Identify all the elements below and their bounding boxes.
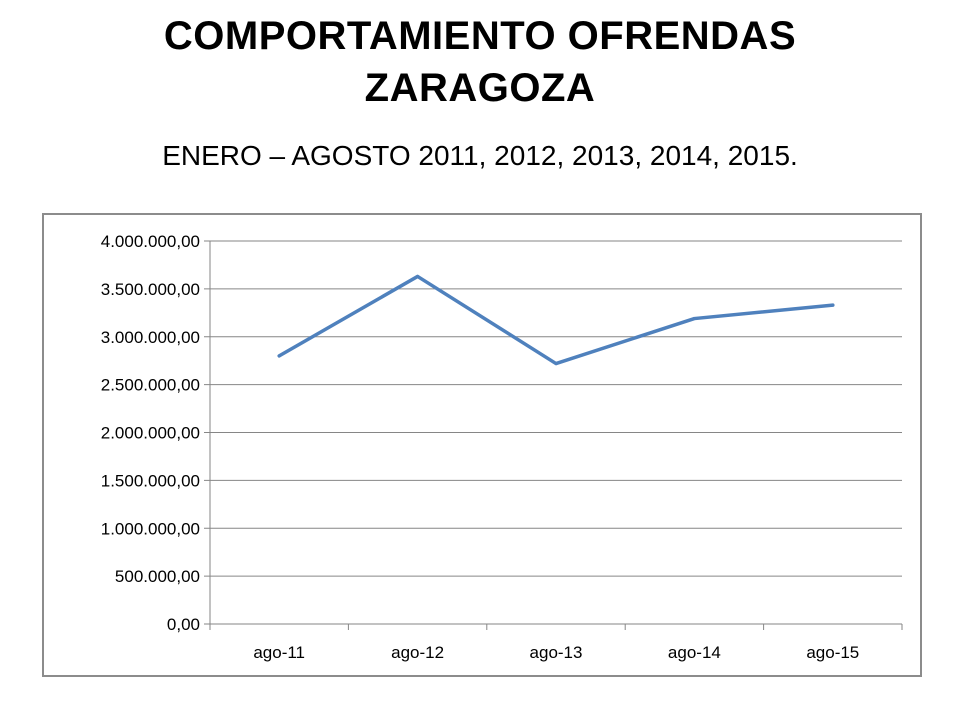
y-tick-label: 1.000.000,00 xyxy=(101,519,200,538)
y-axis: 0,00 500.000,00 1.000.000,00 1.500.000,00 2.… xyxy=(101,232,211,634)
y-tick-label: 0,00 xyxy=(167,615,200,634)
x-tick-label: ago-11 xyxy=(253,643,305,662)
title-line-2: ZARAGOZA xyxy=(364,66,596,110)
x-tick-label: ago-15 xyxy=(806,643,859,662)
x-tick-label: ago-13 xyxy=(530,643,583,662)
series-line xyxy=(277,274,835,366)
y-tick-label: 2.500.000,00 xyxy=(101,376,200,395)
y-tick-label: 500.000,00 xyxy=(115,567,200,586)
title-line-1: COMPORTAMIENTO OFRENDAS xyxy=(163,14,797,58)
data-point xyxy=(277,354,281,358)
data-point xyxy=(692,317,696,321)
data-point xyxy=(416,274,420,278)
slide-title: COMPORTAMIENTO OFRENDAS ZARAGOZA xyxy=(0,10,960,114)
data-point xyxy=(831,303,835,307)
x-tick-label: ago-14 xyxy=(668,643,721,662)
data-point xyxy=(554,362,558,366)
y-tick-label: 1.500.000,00 xyxy=(101,471,200,490)
line-chart: 0,00 500.000,00 1.000.000,00 1.500.000,00 2.… xyxy=(101,232,903,662)
x-axis: ago-11 ago-12 ago-13 ago-14 ago-15 xyxy=(209,623,903,662)
x-tick-label: ago-12 xyxy=(391,643,444,662)
slide-subtitle: ENERO – AGOSTO 2011, 2012, 2013, 2014, 2… xyxy=(162,140,798,171)
y-tick-label: 2.000.000,00 xyxy=(101,424,200,443)
series-layer xyxy=(277,274,835,366)
y-tick-label: 3.000.000,00 xyxy=(101,328,200,347)
gridlines xyxy=(204,240,902,625)
y-tick-label: 4.000.000,00 xyxy=(101,232,200,251)
chart-frame: 0,00 500.000,00 1.000.000,00 1.500.000,00 2.… xyxy=(42,213,922,677)
y-tick-label: 3.500.000,00 xyxy=(101,280,200,299)
